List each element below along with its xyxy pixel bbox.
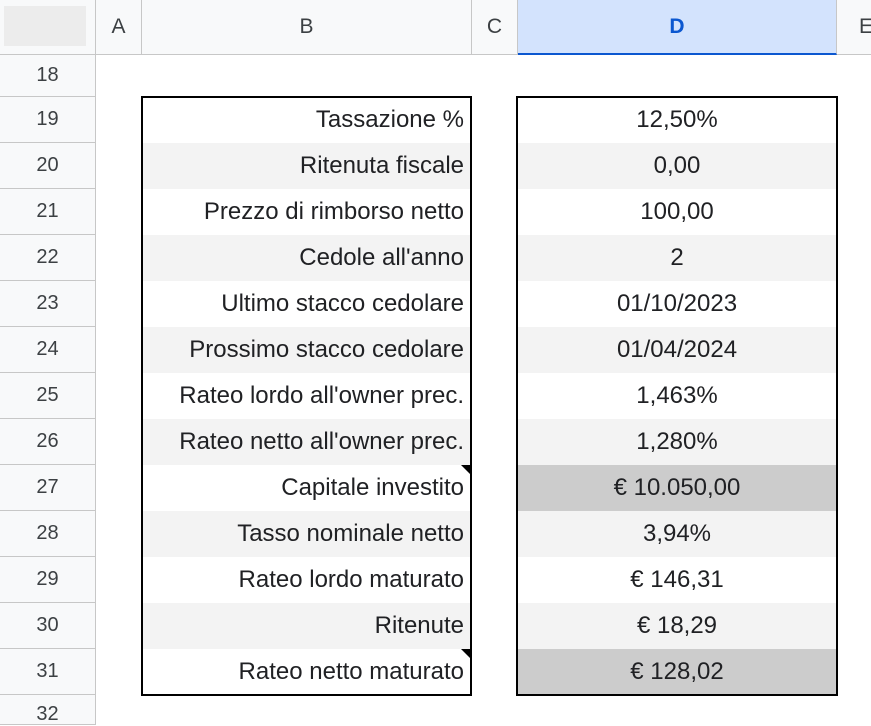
column-header-a[interactable]: A [96,0,142,55]
value-cell-d29[interactable]: € 146,31 [630,566,724,593]
comment-indicator-icon[interactable] [461,649,470,658]
column-header-c[interactable]: C [472,0,518,55]
labels-table-border [141,96,472,696]
label-cell-b25[interactable]: Rateo lordo all'owner prec. [179,382,464,409]
row-header-24[interactable]: 24 [0,327,96,373]
label-cell-b21[interactable]: Prezzo di rimborso netto [203,198,464,225]
row-header-21[interactable]: 21 [0,189,96,235]
column-header-e[interactable]: E [837,0,871,55]
row-header-20[interactable]: 20 [0,143,96,189]
row-header-19[interactable]: 19 [0,97,96,143]
value-cell-d19[interactable]: 12,50% [636,106,718,133]
column-header-d[interactable]: D [518,0,837,55]
row-header-30[interactable]: 30 [0,603,96,649]
row-header-29[interactable]: 29 [0,557,96,603]
row-header-25[interactable]: 25 [0,373,96,419]
label-cell-b24[interactable]: Prossimo stacco cedolare [142,327,470,373]
value-cell-d26[interactable]: 1,280% [518,419,836,465]
value-cell-d22[interactable]: 2 [518,235,836,281]
row-header-32[interactable]: 32 [0,695,96,725]
row-header-26[interactable]: 26 [0,419,96,465]
label-cell-b30[interactable]: Ritenute [142,603,470,649]
select-all-corner[interactable] [0,0,96,55]
value-cell-d23[interactable]: 01/10/2023 [616,290,738,317]
label-cell-b20[interactable]: Ritenuta fiscale [142,143,470,189]
label-cell-b22[interactable]: Cedole all'anno [142,235,470,281]
value-cell-d20[interactable]: 0,00 [518,143,836,189]
row-header-28[interactable]: 28 [0,511,96,557]
value-cell-d24[interactable]: 01/04/2024 [518,327,836,373]
row-header-31[interactable]: 31 [0,649,96,695]
row-header-22[interactable]: 22 [0,235,96,281]
label-cell-b31[interactable]: Rateo netto maturato [238,658,464,685]
value-cell-d30[interactable]: € 18,29 [518,603,836,649]
value-cell-d27[interactable]: € 10.050,00 [518,465,836,511]
value-cell-d28[interactable]: 3,94% [518,511,836,557]
value-cell-d25[interactable]: 1,463% [636,382,718,409]
label-cell-b27[interactable]: Capitale investito [281,474,464,501]
column-header-b[interactable]: B [142,0,472,55]
value-cell-d31[interactable]: € 128,02 [518,649,836,695]
label-cell-b29[interactable]: Rateo lordo maturato [238,566,464,593]
comment-indicator-icon[interactable] [461,465,470,474]
label-cell-b19[interactable]: Tassazione % [315,106,464,133]
row-header-18[interactable]: 18 [0,55,96,97]
value-cell-d21[interactable]: 100,00 [640,198,714,225]
label-cell-b23[interactable]: Ultimo stacco cedolare [221,290,464,317]
label-cell-b26[interactable]: Rateo netto all'owner prec. [142,419,470,465]
label-cell-b28[interactable]: Tasso nominale netto [142,511,470,557]
row-header-23[interactable]: 23 [0,281,96,327]
row-header-27[interactable]: 27 [0,465,96,511]
values-table-border [516,96,838,696]
